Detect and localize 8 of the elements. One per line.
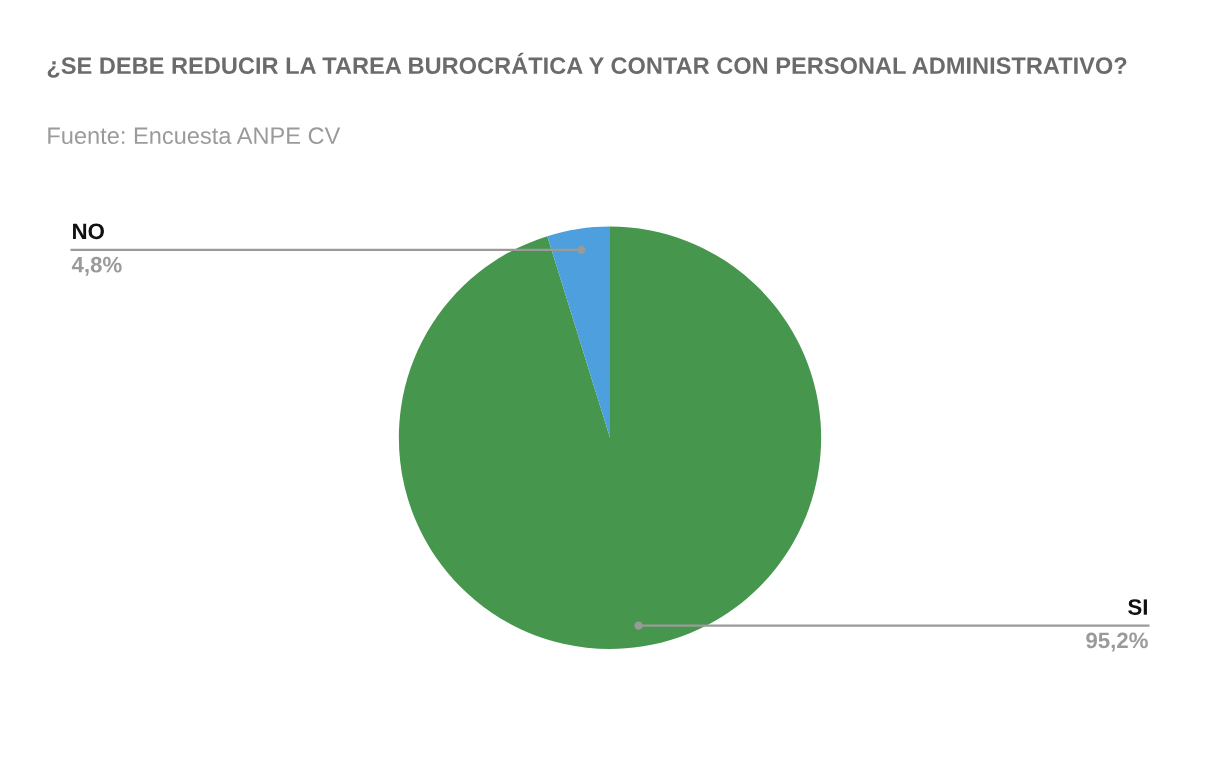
pie-slice: [547, 226, 610, 438]
slice-label: SI: [1128, 599, 1147, 615]
chart-title: ¿SE DEBE REDUCIR LA TAREA BUROCRÁTICA Y CONTAR CON PERSONAL ADMINISTRATIVO?: [47, 52, 1127, 78]
pie-slice: [398, 226, 822, 649]
data-label: 4,8%: [71, 256, 122, 276]
slice-label: NO: [73, 223, 104, 240]
chart-subtitle: Fuente: Encuesta ANPE CV: [48, 127, 341, 145]
data-label: 95,2%: [1086, 632, 1148, 652]
